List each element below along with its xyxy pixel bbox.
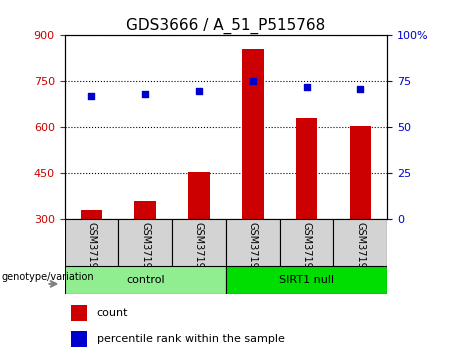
Point [142, 91, 149, 97]
Point [303, 84, 310, 90]
Bar [118, 219, 172, 266]
Text: GSM371990: GSM371990 [194, 222, 204, 281]
Bar [296, 118, 317, 219]
Text: GSM371988: GSM371988 [86, 222, 96, 281]
Text: control: control [126, 275, 165, 285]
Bar [280, 219, 333, 266]
Bar [333, 219, 387, 266]
Text: GSM371992: GSM371992 [301, 222, 312, 281]
Bar [188, 172, 210, 219]
Bar [226, 266, 387, 294]
Bar [71, 305, 87, 321]
Bar [226, 219, 280, 266]
Bar [65, 219, 118, 266]
Bar [242, 49, 264, 219]
Bar [65, 266, 226, 294]
Text: GSM371991: GSM371991 [248, 222, 258, 281]
Bar [135, 201, 156, 219]
Text: SIRT1 null: SIRT1 null [279, 275, 334, 285]
Text: GSM371993: GSM371993 [355, 222, 366, 281]
Bar [172, 219, 226, 266]
Bar [81, 210, 102, 219]
Bar [71, 331, 87, 347]
Text: GSM371989: GSM371989 [140, 222, 150, 281]
Text: percentile rank within the sample: percentile rank within the sample [97, 334, 285, 344]
Point [357, 86, 364, 92]
Point [249, 79, 256, 84]
Bar [349, 126, 371, 219]
Point [195, 88, 203, 93]
Text: count: count [97, 308, 128, 318]
Text: genotype/variation: genotype/variation [1, 272, 94, 282]
Title: GDS3666 / A_51_P515768: GDS3666 / A_51_P515768 [126, 18, 325, 34]
Point [88, 93, 95, 99]
